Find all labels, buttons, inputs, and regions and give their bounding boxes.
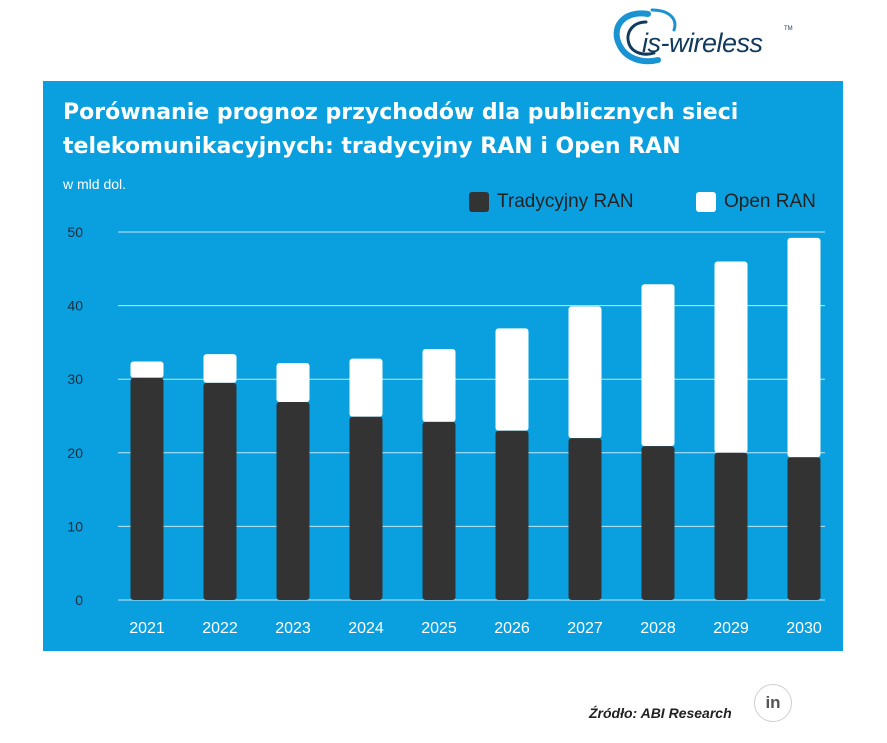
x-tick-label: 2026 [494, 620, 530, 637]
x-tick-label: 2027 [567, 620, 603, 637]
bar-traditional-ran [641, 446, 675, 600]
y-tick-label: 30 [67, 371, 83, 387]
bar-traditional-ran [349, 416, 383, 600]
unit-label: w mld dol. [63, 176, 127, 192]
logo-text: is-wireless [642, 28, 763, 58]
bar-traditional-ran [203, 382, 237, 600]
legend-swatch-open [696, 192, 716, 212]
linkedin-share-button[interactable]: in [754, 684, 792, 722]
y-tick-label: 40 [67, 298, 83, 314]
legend-open: Open RAN [696, 191, 816, 213]
x-tick-label: 2028 [640, 620, 676, 637]
logo-trademark: TM [784, 26, 793, 32]
x-tick-label: 2025 [421, 620, 457, 637]
legend-label-traditional: Tradycyjny RAN [497, 191, 634, 212]
x-tick-label: 2022 [202, 620, 238, 637]
bar-open-ran [130, 361, 164, 378]
bar-traditional-ran [495, 430, 529, 600]
bar-traditional-ran [422, 421, 456, 600]
bar-open-ran [641, 284, 675, 447]
source-note: Źródło: ABI Research [589, 705, 732, 721]
legend-label-open: Open RAN [724, 191, 816, 212]
bar-open-ran [422, 349, 456, 422]
bar-open-ran [276, 363, 310, 403]
bar-traditional-ran [568, 438, 602, 600]
is-wireless-logo: is-wireless TM [608, 6, 808, 72]
chart-panel: Porównanie prognoz przychodów dla public… [43, 81, 843, 651]
x-tick-label: 2029 [713, 620, 749, 637]
bar-traditional-ran [130, 377, 164, 600]
bar-open-ran [568, 306, 602, 439]
logo-swirl-icon [613, 8, 677, 65]
x-tick-label: 2023 [275, 620, 311, 637]
y-tick-label: 10 [67, 518, 83, 534]
bar-open-ran [203, 354, 237, 383]
y-tick-label: 50 [67, 224, 83, 240]
x-tick-label: 2024 [348, 620, 384, 637]
bar-open-ran [495, 328, 529, 431]
x-tick-label: 2021 [129, 620, 165, 637]
y-tick-label: 0 [75, 592, 83, 608]
bar-open-ran [787, 237, 821, 458]
bar-open-ran [714, 261, 748, 453]
bar-traditional-ran [714, 452, 748, 600]
x-tick-label: 2030 [786, 620, 822, 637]
bar-open-ran [349, 358, 383, 417]
legend-traditional: Tradycyjny RAN [469, 191, 634, 213]
bar-traditional-ran [276, 402, 310, 600]
chart-title: Porównanie prognoz przychodów dla public… [63, 100, 739, 159]
y-tick-label: 20 [67, 445, 83, 461]
bar-traditional-ran [787, 457, 821, 600]
legend-swatch-traditional [469, 192, 489, 212]
